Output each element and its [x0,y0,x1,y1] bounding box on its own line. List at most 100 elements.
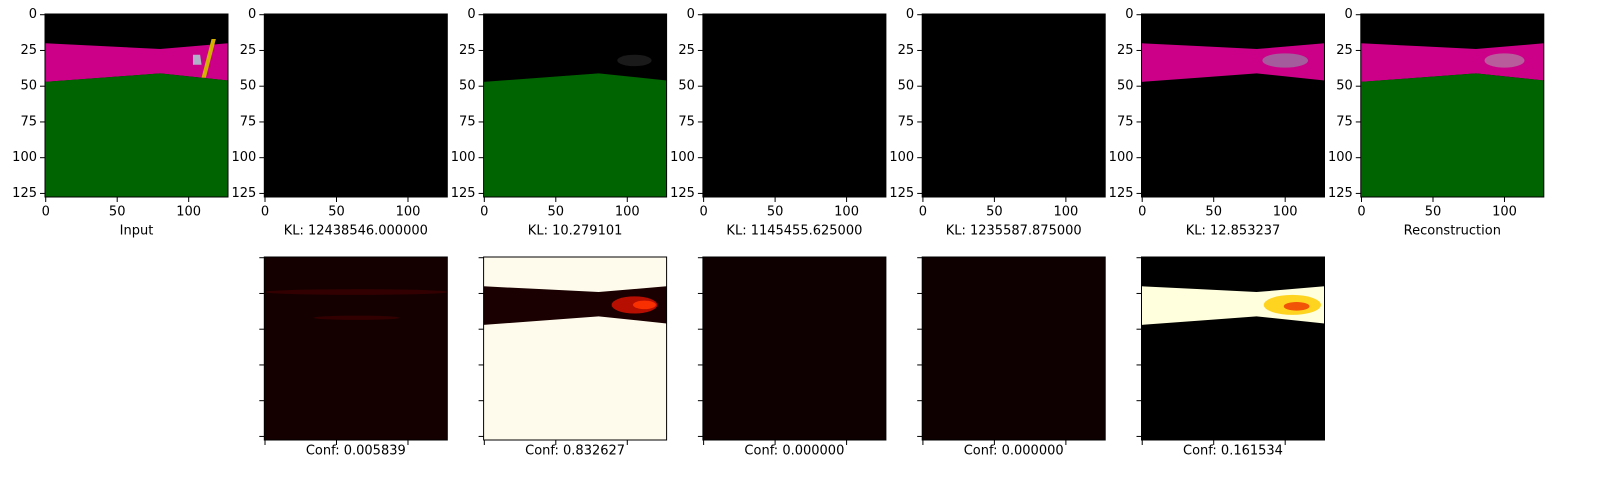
y-tick-label: 75 [678,114,695,129]
x-tick-label: 100 [834,205,859,220]
y-tick-label: 25 [1117,43,1134,58]
panel: Conf: 0.000000 [697,256,887,459]
grass [1360,73,1544,197]
image-bg [702,257,886,440]
blob [1484,53,1525,68]
y-tick-label: 100 [889,150,914,165]
panel: 0 50 100 0 25 50 75 100 125 KL: 12.853237 [1109,7,1325,239]
band [483,286,667,325]
image-bg [483,257,667,440]
caption: Conf: 0.000000 [964,444,1064,459]
image-bg [1141,14,1325,197]
caption: KL: 12438546.000000 [284,224,428,239]
blob [265,289,448,295]
y-tick-label: 50 [459,79,476,94]
caption: Reconstruction [1404,224,1501,239]
y-tick-label: 75 [1117,114,1134,129]
y-tick-label: 25 [240,43,257,58]
frame [1360,13,1545,198]
x-tick-label: 50 [328,205,345,220]
y-tick-label: 75 [20,114,37,129]
y-tick-label: 75 [898,114,915,129]
y-tick-label: 50 [678,79,695,94]
frame [702,256,887,441]
car [192,54,202,65]
y-tick-label: 0 [29,7,37,22]
y-tick-label: 25 [898,43,915,58]
image-bg [1141,257,1325,440]
y-tick-label: 125 [889,186,914,201]
y-tick-label: 125 [231,186,256,201]
y-tick-label: 75 [459,114,476,129]
panel: 0 50 100 0 25 50 75 100 125 KL: 1145455.625000 [670,7,887,239]
panel: 0 50 100 0 25 50 75 100 125 Input [12,7,229,239]
y-tick-label: 100 [670,150,695,165]
grass [483,73,667,197]
image [922,257,1106,440]
caption: KL: 1235587.875000 [946,224,1082,239]
frame [1141,13,1325,198]
pole [201,39,216,78]
x-tick-label: 100 [176,205,201,220]
x-tick-label: 0 [1357,205,1365,220]
panel: 0 50 100 0 25 50 75 100 125 Reconstruction [1328,7,1545,239]
y-tick-label: 0 [906,7,914,22]
caption: Conf: 0.000000 [744,444,844,459]
image-bg [922,14,1106,197]
image [922,14,1106,197]
x-tick-label: 0 [1138,205,1146,220]
y-tick-label: 100 [231,150,256,165]
x-tick-label: 100 [1492,205,1517,220]
x-tick-label: 50 [548,205,565,220]
image-bg [702,14,886,197]
panel: 0 50 100 0 25 50 75 100 125 KL: 12438546.000000 [231,7,448,239]
x-tick-label: 0 [42,205,50,220]
caption: KL: 1145455.625000 [726,224,862,239]
x-tick-label: 0 [919,205,927,220]
x-tick-label: 50 [767,205,784,220]
y-tick-label: 50 [240,79,257,94]
x-tick-label: 0 [480,205,488,220]
panel: Conf: 0.161534 [1136,256,1325,459]
x-tick-label: 0 [261,205,269,220]
y-tick-label: 100 [451,150,476,165]
image-bg [922,257,1106,440]
x-tick-label: 50 [986,205,1003,220]
caption: Input [120,224,154,239]
frame [263,256,448,441]
y-tick-label: 0 [1345,7,1353,22]
caption: KL: 10.279101 [528,224,623,239]
caption: KL: 12.853237 [1186,224,1281,239]
x-tick-label: 100 [1273,205,1298,220]
frame [483,256,668,441]
y-tick-label: 25 [459,43,476,58]
image [45,14,228,197]
x-tick-label: 100 [615,205,640,220]
y-tick-label: 125 [451,186,476,201]
x-tick-label: 100 [1053,205,1078,220]
frame [263,13,448,198]
y-tick-label: 25 [1336,43,1353,58]
x-tick-label: 50 [109,205,126,220]
y-tick-label: 0 [687,7,695,22]
y-tick-label: 50 [1336,79,1353,94]
image [702,257,886,440]
sky [45,43,228,82]
x-tick-label: 0 [699,205,707,220]
x-tick-label: 50 [1205,205,1222,220]
x-tick-label: 100 [396,205,421,220]
sky [1360,43,1544,82]
y-tick-label: 125 [670,186,695,201]
image [483,14,667,197]
caption: Conf: 0.832627 [525,444,625,459]
image-bg [264,257,448,440]
panel: Conf: 0.000000 [917,256,1106,459]
y-tick-label: 50 [898,79,915,94]
panel: 0 50 100 0 25 50 75 100 125 KL: 1235587.875000 [889,7,1106,239]
y-tick-label: 125 [1109,186,1134,201]
blob [1262,53,1309,68]
blob [313,315,400,320]
image [1360,14,1544,197]
y-tick-label: 125 [12,186,37,201]
y-tick-label: 25 [20,43,37,58]
